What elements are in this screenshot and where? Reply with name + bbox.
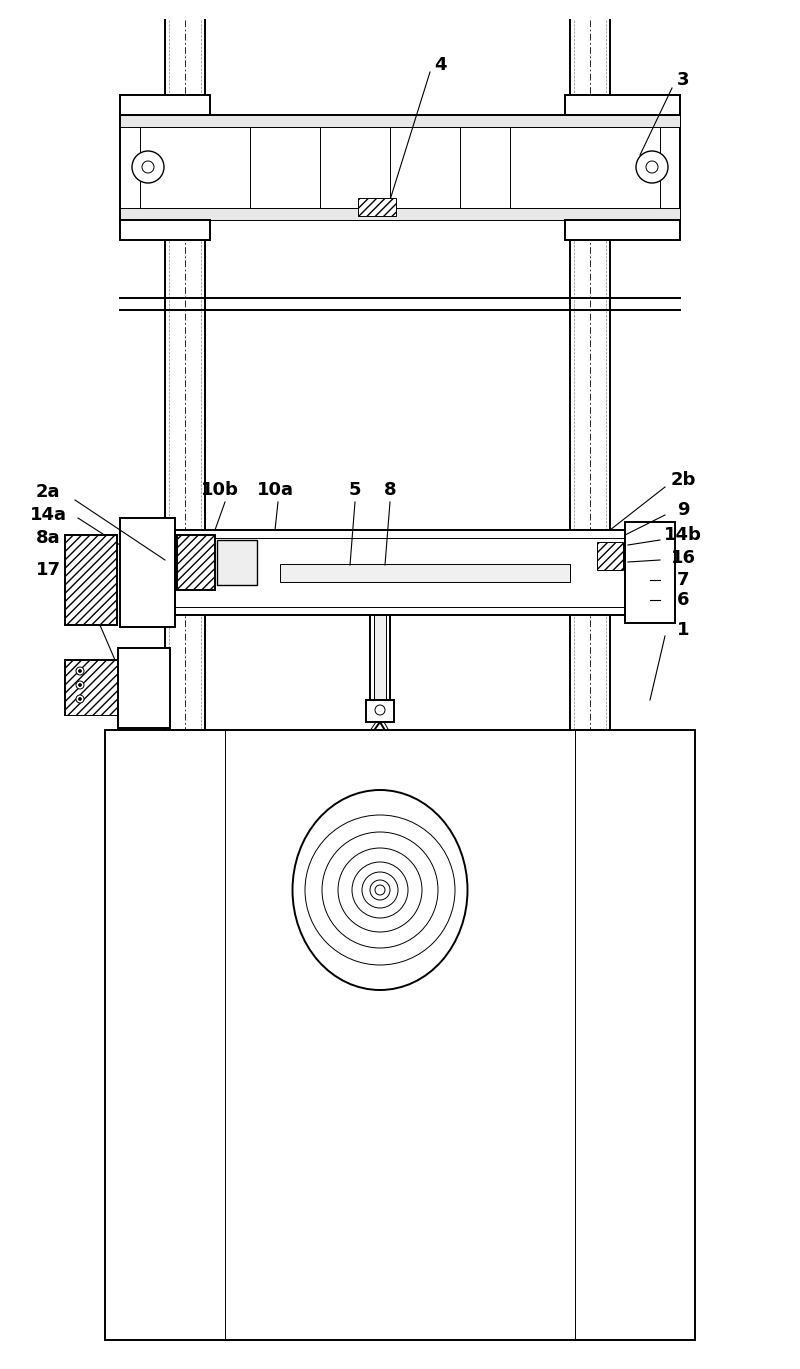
Text: 14b: 14b — [664, 526, 702, 543]
Bar — [280, 564, 570, 582]
Bar — [120, 220, 210, 240]
Text: 5: 5 — [349, 481, 362, 498]
Bar — [366, 700, 394, 721]
Text: 4: 4 — [434, 56, 446, 74]
Circle shape — [132, 151, 164, 183]
Circle shape — [636, 151, 668, 183]
Circle shape — [322, 832, 438, 947]
Circle shape — [305, 815, 455, 965]
Bar — [140, 127, 660, 208]
Bar — [118, 648, 170, 728]
Bar — [120, 115, 680, 220]
Text: 16: 16 — [670, 549, 695, 567]
Text: 10b: 10b — [201, 481, 239, 498]
Bar — [370, 615, 390, 720]
Bar — [358, 199, 396, 216]
Text: 14a: 14a — [30, 507, 66, 524]
Ellipse shape — [293, 790, 467, 990]
Bar — [597, 542, 623, 570]
Bar — [65, 660, 117, 715]
Bar — [65, 535, 117, 626]
Bar — [374, 615, 386, 720]
Bar — [217, 539, 257, 585]
Bar — [565, 220, 680, 240]
Bar — [120, 115, 680, 127]
Circle shape — [76, 667, 84, 675]
Bar — [120, 208, 680, 220]
Bar — [65, 660, 117, 715]
Circle shape — [142, 162, 154, 172]
Circle shape — [76, 695, 84, 704]
Bar — [120, 94, 210, 115]
Circle shape — [375, 884, 385, 895]
Circle shape — [78, 669, 82, 672]
Circle shape — [78, 697, 82, 701]
Text: 17: 17 — [35, 561, 61, 579]
Circle shape — [352, 862, 408, 919]
Circle shape — [375, 705, 385, 715]
Text: 8a: 8a — [36, 528, 60, 548]
Text: 8: 8 — [384, 481, 396, 498]
Bar — [120, 517, 175, 627]
Circle shape — [338, 847, 422, 932]
Text: 7: 7 — [677, 571, 690, 589]
Circle shape — [76, 680, 84, 689]
Circle shape — [370, 880, 390, 899]
Text: 10a: 10a — [257, 481, 294, 498]
Bar — [175, 530, 625, 615]
Text: 1: 1 — [677, 622, 690, 639]
Text: 6: 6 — [677, 591, 690, 609]
Text: 9: 9 — [677, 501, 690, 519]
Circle shape — [362, 872, 398, 908]
Bar — [625, 522, 675, 623]
Circle shape — [646, 162, 658, 172]
Text: 2b: 2b — [670, 471, 696, 489]
Bar — [565, 94, 680, 115]
Text: 2a: 2a — [36, 483, 60, 501]
Circle shape — [78, 683, 82, 686]
Bar — [105, 730, 695, 1340]
Text: 3: 3 — [677, 71, 690, 89]
Bar — [177, 535, 215, 590]
